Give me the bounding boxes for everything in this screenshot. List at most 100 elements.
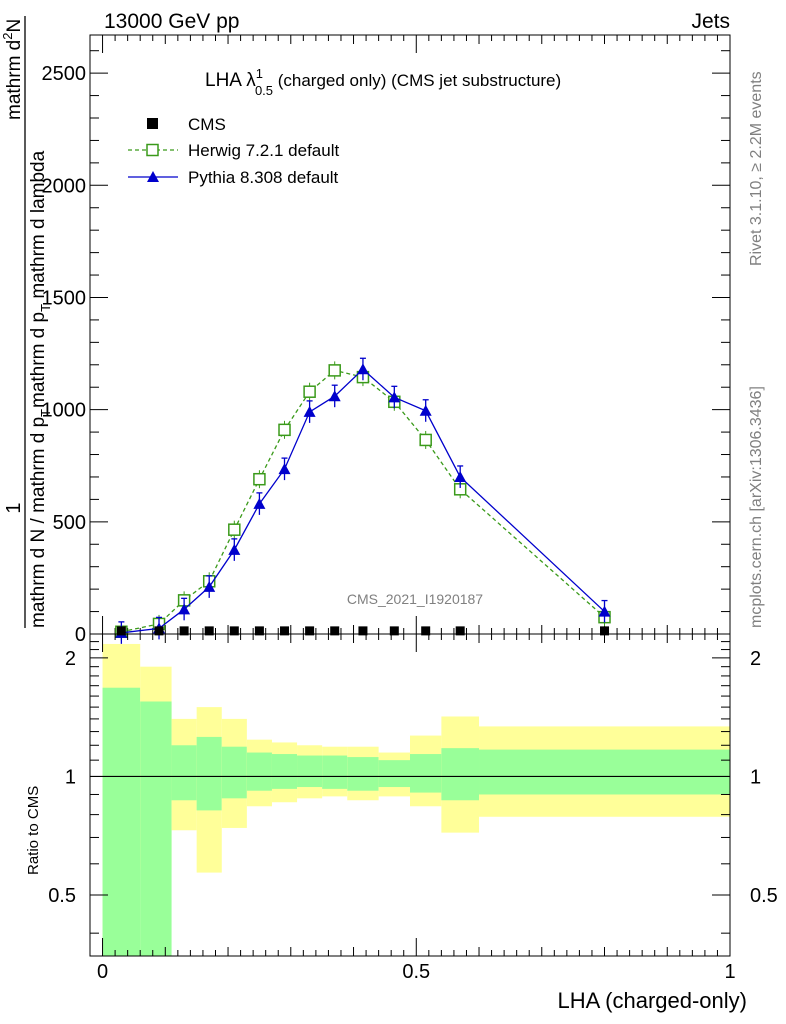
herwig-point [228,523,241,536]
main-title-rest: (charged only) (CMS jet substructure) [273,71,561,90]
cms-point [254,626,264,636]
herwig-point [253,472,266,486]
y-label-numer-bottom-sub: T [38,409,53,417]
ratio-band-inner [410,754,442,793]
rivet-version-label: Rivet 3.1.10, ≥ 2.2M events [748,71,765,266]
ratio-ytick-label: 2 [65,648,76,670]
pythia-point [203,580,216,592]
ratio-band-inner [196,736,222,811]
main-ytick-label: 500 [53,512,86,534]
ratio-band-inner [221,746,247,799]
pythia-point [388,391,401,403]
main-title-base: LHA λ [205,70,256,91]
cms-point [389,626,399,636]
ratio-ytick-label-right: 0.5 [750,885,778,907]
pythia-point [598,605,611,617]
legend: CMS Herwig 7.2.1 default Pythia 8.308 de… [128,115,339,187]
main-title: LHA λ1 0.5 (charged only) (CMS jet substr… [205,66,561,98]
pythia-point [278,463,291,475]
ratio-plot-frame [89,633,731,957]
ratio-band-inner [441,748,480,801]
xtick-label: 0 [97,961,108,983]
legend-herwig-label: Herwig 7.2.1 default [188,141,339,160]
legend-herwig-marker [146,143,159,157]
y-label-denom-top: mathrm d2N [0,19,25,120]
legend-pythia-label: Pythia 8.308 default [188,168,339,187]
herwig-point [328,364,341,377]
ratio-band-inner [297,755,323,788]
y-label-numer-bottom: mathrm d N / mathrm d pT [28,409,53,628]
ratio-band-inner [140,701,172,956]
ratio-band-inner [479,749,730,795]
ratio-ytick-label-right: 1 [750,766,761,788]
legend-cms-label: CMS [188,115,226,134]
cms-point [358,626,368,636]
ratio-band-inner [322,755,348,789]
herwig-point [278,423,291,437]
cms-point [455,626,465,636]
cms-point [179,626,189,636]
header-jets-label: Jets [691,10,730,33]
pythia-point [178,603,191,615]
herwig-point [419,433,432,447]
legend-pythia-marker [147,171,159,182]
y-label-denom-bottom-text: mathrm d p [28,312,49,408]
y-label-denom-top-tail: N [4,19,25,33]
cms-point [229,626,239,636]
pythia-point [356,363,369,375]
ratio-band-inner [171,745,197,801]
herwig-point [303,385,316,398]
ratio-ytick-label-right: 2 [750,648,761,670]
cms-point [305,626,315,636]
main-ytick-label: 1000 [42,400,87,422]
main-plot-frame [89,34,731,635]
main-y-axis-label: 1 mathrm d N / mathrm d pT mathrm d2N ma… [0,16,53,628]
header-energy-label: 13000 GeV pp [104,10,239,33]
main-ytick-label: 1500 [42,287,87,309]
main-title-sup: 1 [256,66,263,81]
ratio-ytick-label: 1 [65,766,76,788]
y-label-denom-bottom-sub: T [38,304,53,312]
pythia-point [454,470,467,482]
y-label-denom-bottom: mathrm d pT mathrm d lambda [28,150,53,408]
main-title-sub: 0.5 [255,83,273,98]
cms-point [600,626,610,636]
xtick-label: 0.5 [402,961,430,983]
cms-point [204,626,214,636]
ratio-band-inner [246,752,272,791]
ratio-band-inner [271,754,298,789]
y-label-numer-bottom-text: mathrm d N / mathrm d p [28,417,49,628]
cms-point [116,626,126,636]
y-label-denom-bottom-tail: mathrm d lambda [28,150,49,304]
pythia-point [253,497,266,509]
pythia-point [228,543,241,555]
cms-point [421,626,431,636]
pythia-point [303,405,316,417]
pythia-point [328,390,341,402]
legend-cms-marker [147,118,158,129]
x-axis-label: LHA (charged-only) [557,988,747,1013]
pythia-line [121,368,605,634]
analysis-watermark: CMS_2021_I1920187 [347,591,483,607]
ratio-band-inner [378,760,410,788]
ratio-band-inner [347,757,379,791]
main-ytick-label: 0 [75,624,86,646]
ratio-y-axis-label: Ratio to CMS [25,786,42,875]
xtick-label: 1 [724,961,735,983]
ratio-ytick-label: 0.5 [48,885,76,907]
y-label-denom-top-sup: 2 [0,33,15,40]
main-ytick-label: 2000 [42,175,87,197]
cms-point [280,626,290,636]
mcplots-label: mcplots.cern.ch [arXiv:1306.3436] [748,386,765,628]
cms-point [330,626,340,636]
main-ytick-label: 2500 [42,63,87,85]
pythia-point [419,404,432,416]
cms-point [154,626,164,636]
y-label-numer-top: 1 [3,502,25,513]
ratio-band-inner [102,687,141,956]
ratio-plot-panel: 0.5 0.5 1 1 2 2 0 0.5 1 Ratio to CMS LHA (charg… [25,633,778,1013]
y-label-denom-top-text: mathrm d [4,40,25,120]
cms-series [116,626,610,636]
